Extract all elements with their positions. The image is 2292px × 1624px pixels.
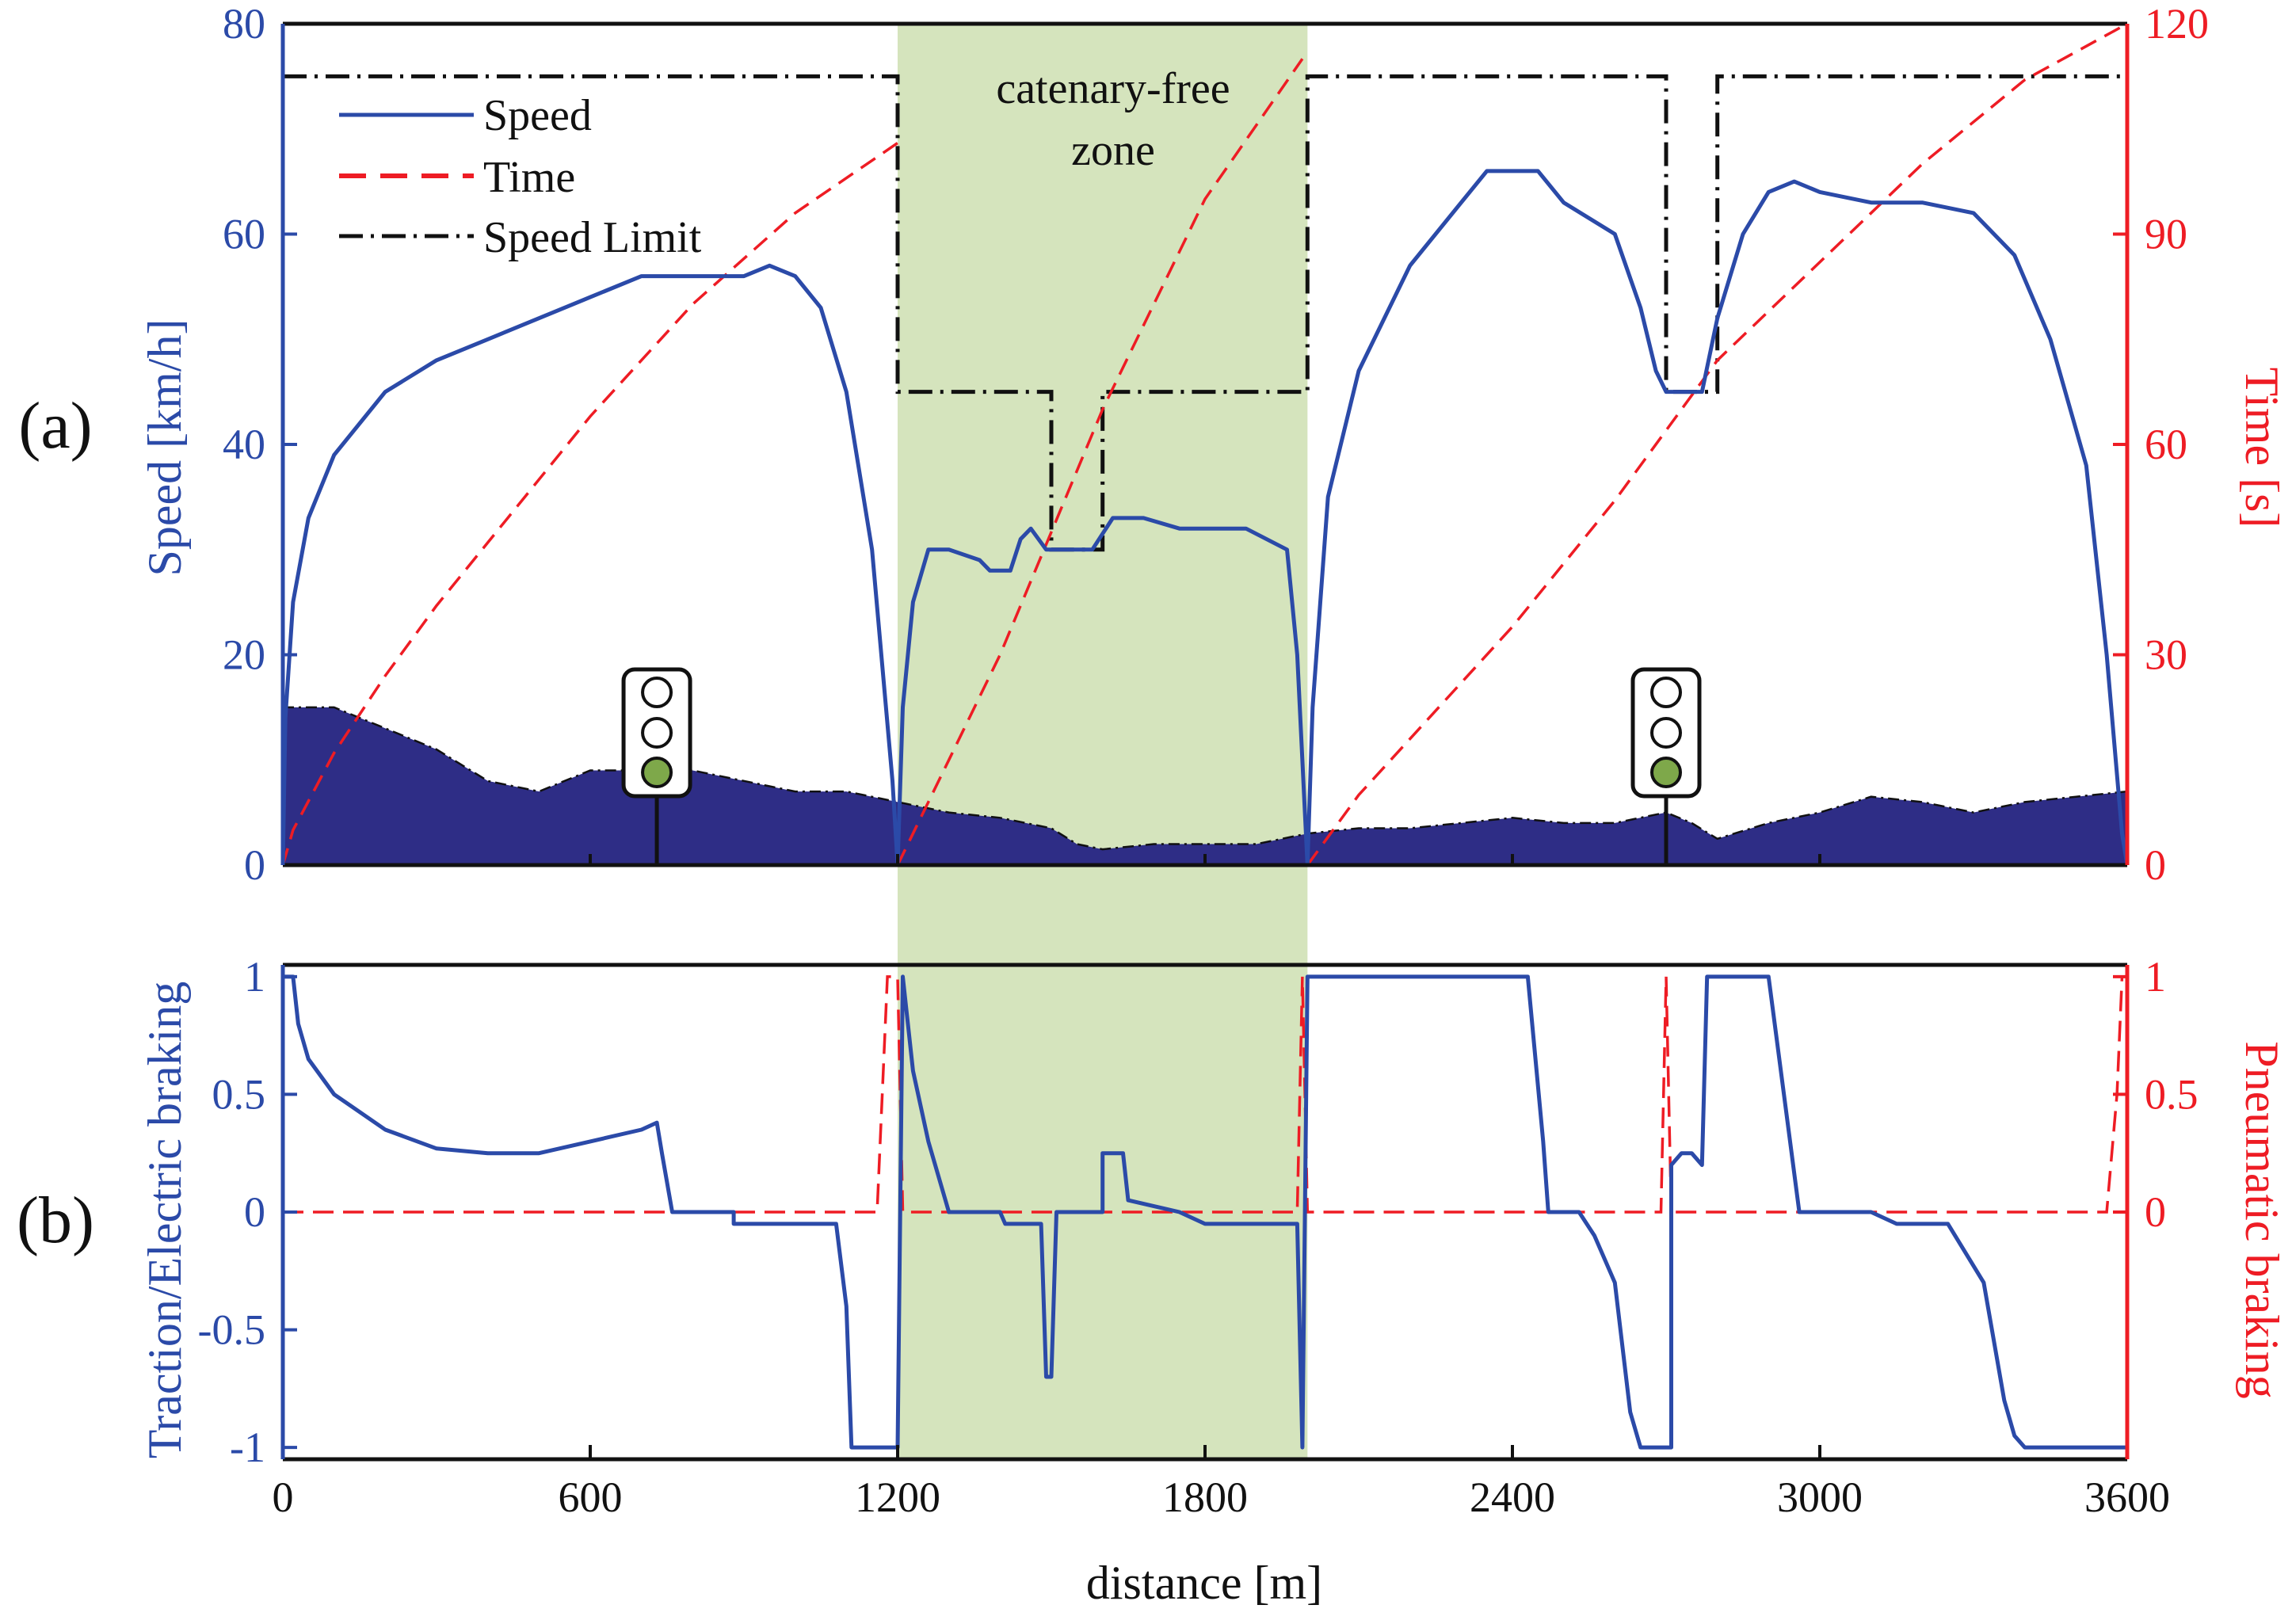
speed-axis-tick-label: 20 [223, 631, 265, 679]
legend-time-label: Time [483, 153, 575, 202]
distance-axis-tick-label: 2400 [1470, 1473, 1555, 1521]
speed-axis-tick-label: 80 [223, 0, 265, 48]
zone-layer [898, 24, 1308, 1459]
traction-axis-tick-label: -0.5 [198, 1306, 265, 1354]
time-line-segment-1 [281, 142, 898, 866]
pneumatic-axis-label: Pneumatic braking [2236, 1041, 2288, 1399]
legend-speed-label: Speed [483, 91, 592, 140]
time-axis-tick-label: 30 [2145, 631, 2187, 679]
legend-limit-label: Speed Limit [483, 213, 702, 262]
altitude-profile-outline [283, 706, 2128, 851]
traffic-signal-2 [1630, 667, 1702, 865]
distance-axis-tick-label: 3600 [2084, 1473, 2170, 1521]
catenary-free-zone-band [898, 24, 1308, 1459]
traction-axis-tick-label: 1 [244, 953, 265, 1001]
time-line-segment-2 [896, 58, 1304, 866]
traction-axis-tick-label: 0.5 [212, 1070, 266, 1118]
time-axis-tick-label: 0 [2145, 841, 2166, 889]
traffic-signal-1 [621, 667, 692, 865]
speed-axis-tick-label: 40 [223, 421, 265, 468]
zone-label-line1: catenary-free [996, 64, 1230, 113]
panel-a-label: (a) [18, 389, 92, 463]
speed-axis-label: Speed [km/h] [139, 319, 191, 577]
signal-lamp-green [1650, 757, 1682, 788]
distance-axis-label: distance [m] [1086, 1557, 1322, 1609]
signal-lamp-green [641, 757, 673, 788]
time-axis-label: Time [s] [2236, 368, 2288, 528]
distance-axis-tick-label: 3000 [1777, 1473, 1863, 1521]
signal-lamp-off [641, 677, 673, 708]
speed-limit-line [283, 74, 2127, 552]
traction-axis-label: Traction/Electric braking [139, 982, 191, 1459]
distance-axis-tick-label: 1200 [855, 1473, 940, 1521]
time-line-segment-3 [1306, 22, 2128, 867]
pneumatic-braking-line [283, 975, 2127, 1214]
panel-b-label: (b) [17, 1184, 94, 1257]
signal-layer [621, 667, 1702, 865]
zone-label-line2: zone [1071, 126, 1155, 175]
traction-axis-tick-label: 0 [244, 1188, 265, 1236]
traction-axis-tick-label: -1 [230, 1424, 265, 1471]
speed-axis-tick-label: 60 [223, 211, 265, 258]
distance-axis-tick-label: 0 [273, 1473, 294, 1521]
distance-axis-tick-label: 600 [559, 1473, 623, 1521]
pneumatic-axis-tick-label: 0 [2145, 1188, 2166, 1236]
time-axis-tick-label: 120 [2145, 0, 2209, 48]
pneumatic-axis-tick-label: 1 [2145, 953, 2166, 1001]
legend: Speed Time Speed Limit [339, 91, 702, 262]
pneumatic-axis-tick-label: 0.5 [2145, 1070, 2199, 1118]
tick-layer: 0 20 40 60 80 0 30 60 90 120 -1 -0.5 0 0.5 1 0 0.5 1 0 600 1… [198, 0, 2209, 1521]
time-axis-tick-label: 90 [2145, 211, 2187, 258]
signal-lamp-off [1650, 677, 1682, 708]
speed-axis-tick-label: 0 [244, 841, 265, 889]
speed-line [280, 169, 2130, 867]
frame-layer [280, 21, 2130, 1462]
signal-lamp-off [641, 717, 673, 749]
time-axis-tick-label: 60 [2145, 421, 2187, 468]
traction-braking-line [283, 974, 2127, 1450]
distance-axis-tick-label: 1800 [1162, 1473, 1248, 1521]
signal-lamp-off [1650, 717, 1682, 749]
